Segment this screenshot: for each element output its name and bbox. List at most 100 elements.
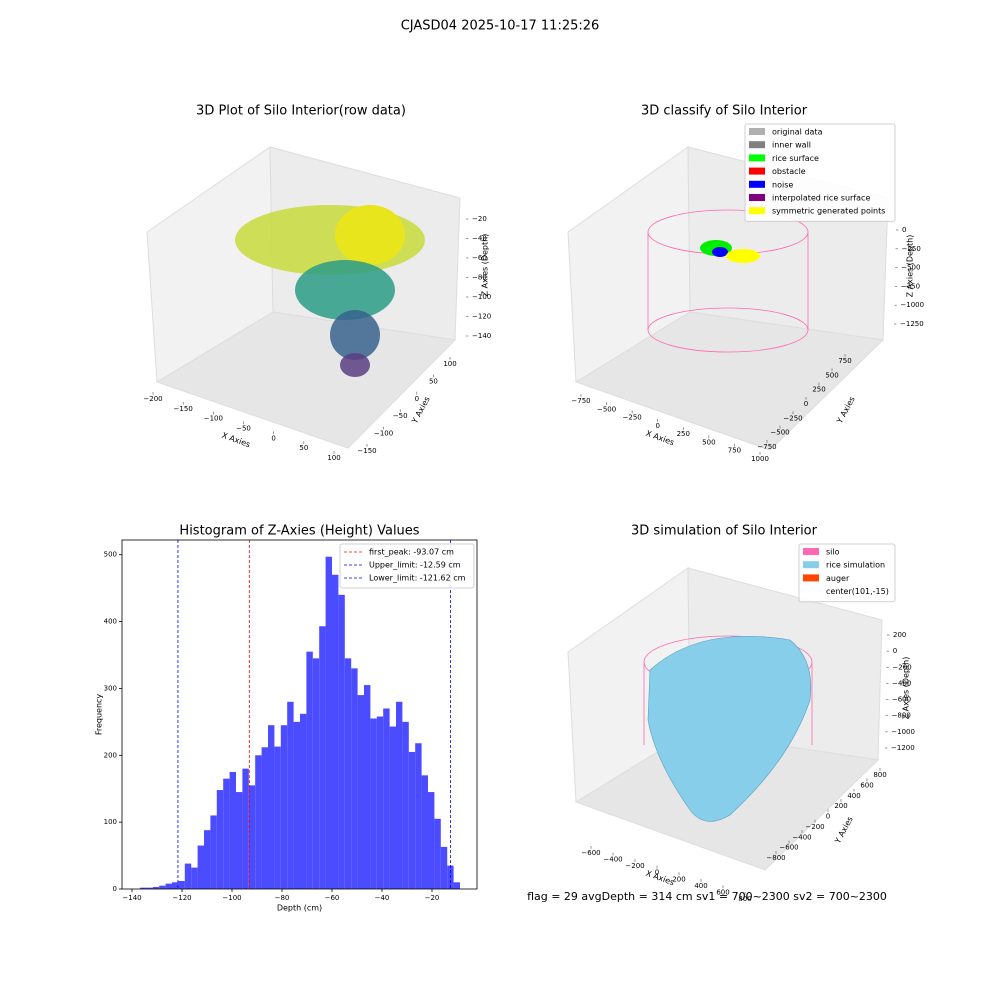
bar [268,725,275,889]
x-tick-label: −100 [222,894,241,902]
z-axis-label: Z Axies (Depth) [902,657,911,720]
y-tick-label: −750 [757,443,776,451]
z-tick-label: −100 [472,293,491,301]
legend-label: rice simulation [826,561,885,570]
x-tick-label: −200 [625,862,644,870]
bar [453,882,460,889]
x-tick-label: −20 [425,894,440,902]
bar [172,882,179,889]
z-tick-label: −500 [901,264,920,272]
legend-swatch [749,167,765,175]
bar [159,885,166,889]
pane-group [146,146,461,449]
bar [255,755,262,889]
y-tick-label: 0 [826,813,830,821]
y-tick-label: −800 [766,854,785,862]
z-tick-label: 0 [893,647,897,655]
legend-label: Upper_limit: -12.59 cm [369,561,461,570]
legend-swatch [749,194,765,201]
legend-label: rice surface [772,154,819,163]
legend-swatch [803,574,819,582]
legend-label: obstacle [772,167,806,176]
x-tick-label: 100 [327,454,340,462]
legend-label: inner wall [772,141,811,150]
legend-box [798,543,896,603]
bar [223,778,230,889]
bar [280,725,288,889]
z-tick-label: −800 [892,712,911,720]
x-tick-label: −80 [275,894,290,902]
bar [287,701,294,889]
z-tick-label: −1250 [900,320,924,328]
bar [293,721,300,889]
z-tick-label: −750 [901,282,920,290]
bar [312,658,320,889]
bar [440,846,448,889]
y-tick-label: 400 [847,792,860,800]
x-tick-label: −750 [571,397,590,405]
z-tick-label: −400 [892,679,911,687]
y-tick-label: 250 [812,386,825,394]
x-tick-label: −600 [581,849,600,857]
legend-box [744,123,896,222]
x-tick-label: −150 [174,405,193,413]
y-tick-label: 500 [104,551,117,559]
bar [152,886,160,889]
z-tick-label: −60 [472,254,487,262]
y-tick-label: 100 [104,818,117,826]
bar [248,785,256,889]
z-tick-label: 0 [902,226,906,234]
bar [344,658,352,889]
y-tick-label: 0 [415,395,419,403]
z-axis-label: Z Axies (Depth) [906,235,915,298]
z-tick-label: −250 [902,245,921,253]
x-tick-label: 600 [716,888,729,896]
z-tick-label: −140 [472,332,491,340]
x-tick-label: −200 [143,395,162,403]
y-tick-label: 400 [104,618,117,626]
point-cloud [340,353,370,377]
y-tick-label: 50 [429,377,438,385]
y-tick-label: 800 [873,771,886,779]
chart-title: 3D classify of Silo Interior [641,104,808,119]
y-tick-label: −500 [770,429,789,437]
legend-swatch [803,561,819,569]
bar [370,718,377,889]
legend-label: first_peak: -93.07 cm [369,548,454,557]
y-tick-label: −150 [357,447,376,455]
bar [389,726,396,889]
legend-swatch [803,587,819,595]
bar [210,815,217,889]
rice-surface [647,635,812,822]
y-tick-label: 0 [804,400,808,408]
bar [421,775,428,889]
legend-label: original data [772,128,823,137]
legend-label: center(101,-15) [826,587,889,596]
y-tick-label: −400 [792,833,811,841]
legend-swatch [749,128,765,135]
point-cloud [295,260,395,320]
suptitle: CJASD04 2025-10-17 11:25:26 [401,19,600,34]
y-tick-label: −100 [374,430,393,438]
x-tick-label: 500 [702,438,715,446]
z-tick-label: −120 [472,313,491,321]
plot-frame [121,539,478,890]
pane [574,311,885,451]
y-axis-label: Frequency [95,694,104,736]
x-tick-label: −400 [603,856,622,864]
y-tick-label: −250 [783,414,802,422]
chart-title: 3D Plot of Silo Interior(row data) [196,104,406,119]
bar [229,771,236,889]
point-cloud [712,247,728,257]
x-axis-label: Depth (cm) [277,904,322,913]
x-tick-label: −40 [375,894,390,902]
y-tick-label: 500 [825,371,838,379]
z-axis-label: Z Axies (Depth) [481,234,490,297]
y-tick-label: 0 [113,885,117,893]
legend-label: interpolated rice surface [772,194,870,203]
legend-label: Lower_limit: -121.62 cm [369,574,466,583]
bar [197,845,204,889]
bar [357,695,364,889]
point-cloud [726,249,760,263]
